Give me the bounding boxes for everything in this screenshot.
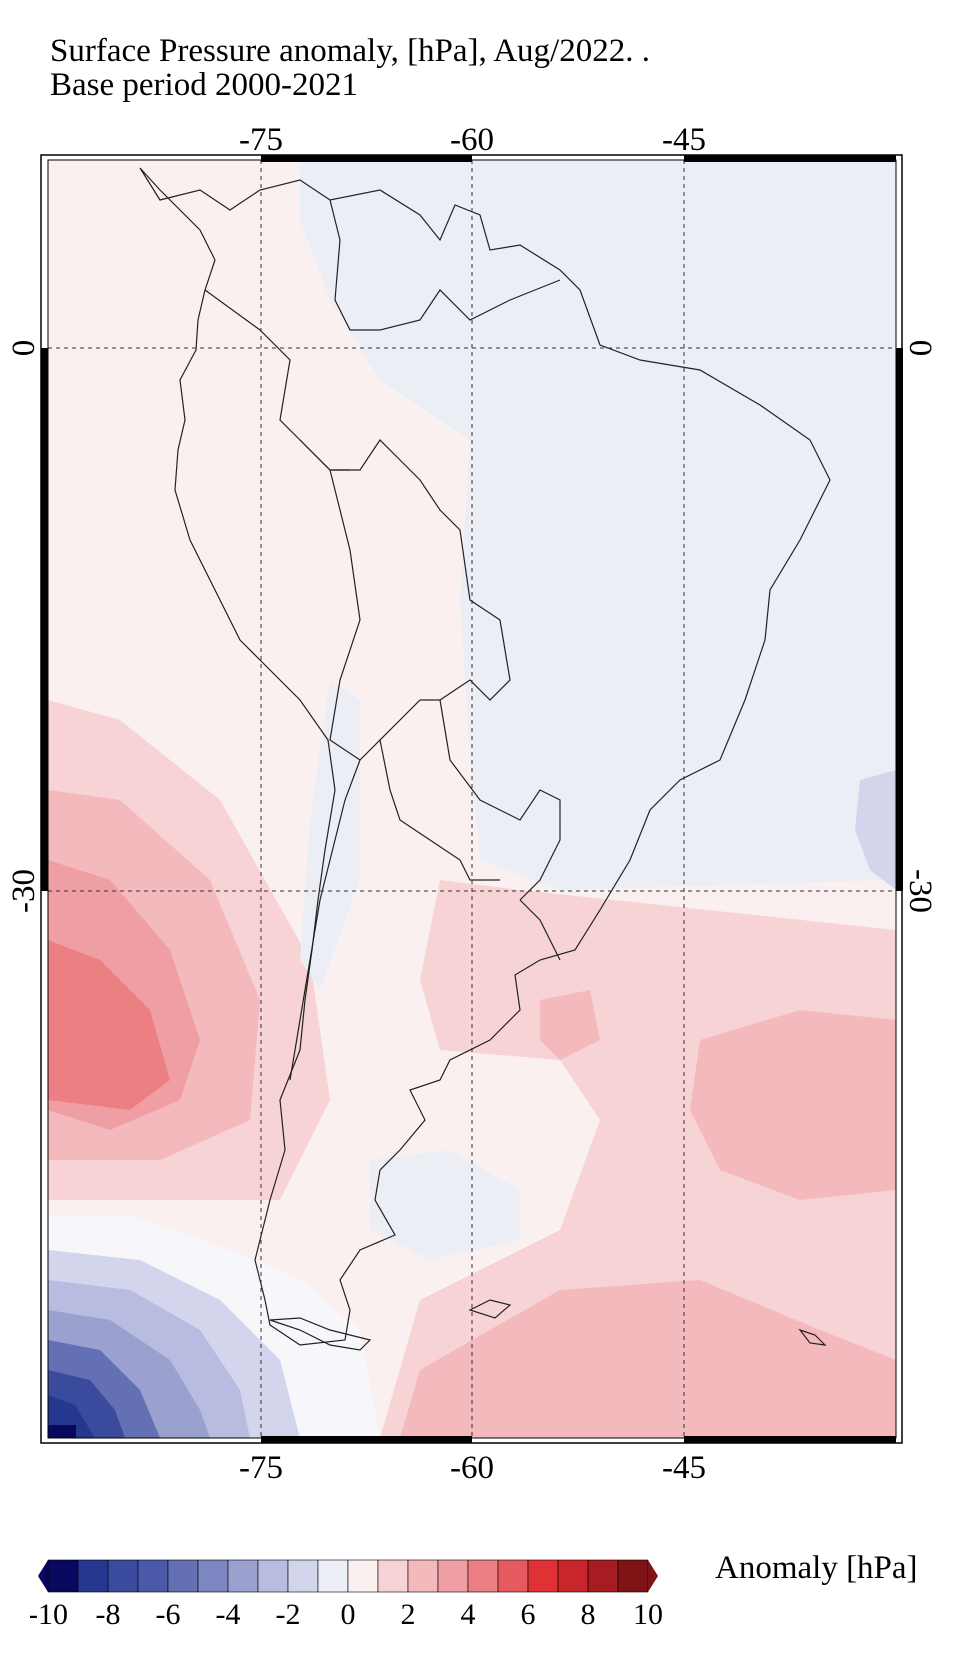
- colorbar-swatch: [227, 1559, 259, 1593]
- falklands: [468, 1299, 512, 1319]
- south-georgia: [798, 1328, 827, 1346]
- colorbar-swatch: [527, 1559, 559, 1593]
- south-america-coastline: [139, 167, 831, 1346]
- frame-segment-right: [896, 348, 903, 891]
- graticule: [48, 160, 896, 1438]
- colorbar-tick-label: -4: [216, 1598, 241, 1631]
- lon-tick-top: -45: [662, 122, 706, 158]
- colorbar-swatch: [137, 1559, 169, 1593]
- colorbar-swatch: [587, 1559, 619, 1593]
- colorbar-swatch: [557, 1559, 589, 1593]
- colorbar-swatch: [77, 1559, 109, 1593]
- colorbar-swatch: [377, 1559, 409, 1593]
- field-pink-plata: [540, 990, 600, 1060]
- colorbar-tick-label: -8: [96, 1598, 121, 1631]
- tick-labels: -75 -60 -45 -75 -60 -45 0 -30 0 -30: [6, 122, 938, 1486]
- colorbar-tick-label: -2: [276, 1598, 301, 1631]
- frame-segment-top: [261, 155, 472, 162]
- lat-tick-left: 0: [6, 340, 42, 357]
- lon-tick-bottom: -45: [662, 1450, 706, 1486]
- colorbar-swatch: [167, 1559, 199, 1593]
- border-5: [329, 469, 500, 881]
- colorbar-tick-label: 6: [521, 1598, 536, 1631]
- field-blue-7: [48, 1425, 76, 1438]
- frame-segment-left: [41, 348, 48, 891]
- colorbar-tick-label: 2: [401, 1598, 416, 1631]
- lon-tick-bottom: -75: [239, 1450, 283, 1486]
- colorbar-swatch: [47, 1559, 79, 1593]
- field-pink-core-west-2: [48, 940, 170, 1110]
- field-light-blue-east: [855, 770, 896, 890]
- border-7: [519, 899, 561, 961]
- map-frame: [40, 154, 903, 1444]
- colorbar-label: Anomaly [hPa]: [715, 1550, 918, 1586]
- field-pink-atlantic-3: [400, 1280, 896, 1438]
- title-line-2: Base period 2000-2021: [50, 67, 358, 103]
- colorbar-tick-label: 4: [461, 1598, 476, 1631]
- field-light-blue-north: [300, 160, 896, 890]
- colorbar-swatch: [497, 1559, 529, 1593]
- tierra-del-fuego: [269, 1317, 372, 1351]
- field-light-blue-andes: [300, 680, 360, 990]
- lon-tick-top: -75: [239, 122, 283, 158]
- lat-tick-right: -30: [902, 869, 938, 913]
- colorbar-swatch: [407, 1559, 439, 1593]
- colorbar-tick-label: -10: [30, 1598, 68, 1631]
- colorbar-min-extend: [38, 1560, 48, 1592]
- colorbar-tick-label: 10: [633, 1598, 663, 1631]
- lat-tick-left: -30: [6, 869, 42, 913]
- colorbar-swatch: [617, 1559, 649, 1593]
- colorbar-swatch: [347, 1559, 379, 1593]
- field-light-blue-patagonia: [370, 1150, 520, 1260]
- colorbar-swatch: [257, 1559, 289, 1593]
- colorbar-swatch: [287, 1559, 319, 1593]
- frame-segment-top-2: [684, 155, 896, 162]
- colorbar: -10 -8 -6 -4 -2 0 2 4 6 8 10: [30, 1559, 663, 1631]
- colorbar-swatch: [107, 1559, 139, 1593]
- colorbar-swatch: [467, 1559, 499, 1593]
- border-2: [329, 199, 561, 331]
- colorbar-tick-label: 8: [581, 1598, 596, 1631]
- lon-tick-bottom: -60: [450, 1450, 494, 1486]
- frame-segment-bottom-2: [684, 1436, 896, 1443]
- field-pink-atlantic: [380, 880, 896, 1438]
- map-title: Surface Pressure anomaly, [hPa], Aug/202…: [50, 34, 650, 102]
- title-line-1: Surface Pressure anomaly, [hPa], Aug/202…: [50, 33, 650, 69]
- colorbar-tick-label: 0: [341, 1598, 356, 1631]
- frame-segment-bottom: [261, 1436, 472, 1443]
- border-3: [299, 439, 511, 741]
- field-pink-atlantic-2: [690, 1010, 896, 1200]
- colorbar-swatch: [317, 1559, 349, 1593]
- lon-tick-top: -60: [450, 122, 494, 158]
- colorbar-swatch: [197, 1559, 229, 1593]
- colorbar-swatch: [437, 1559, 469, 1593]
- anomaly-field: [48, 160, 896, 1438]
- border-4: [439, 699, 561, 901]
- colorbar-tick-label: -6: [156, 1598, 181, 1631]
- colorbar-max-extend: [648, 1560, 658, 1592]
- lat-tick-right: 0: [902, 340, 938, 357]
- border-6: [289, 759, 361, 1081]
- coastlines: [139, 167, 831, 1351]
